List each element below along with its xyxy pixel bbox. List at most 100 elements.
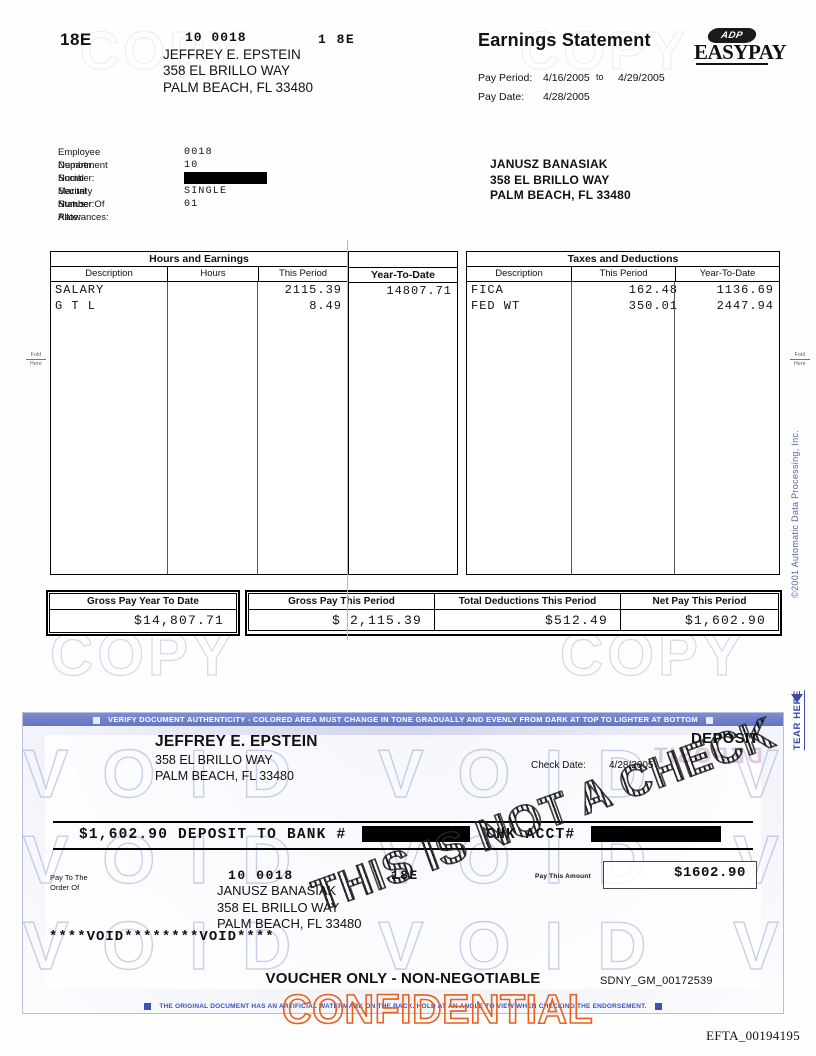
fold-here-marker-right: Fold Here — [788, 352, 812, 367]
deposit-rule-bottom — [53, 848, 753, 850]
column-divider — [674, 282, 675, 574]
tear-here-arrow-icon — [791, 694, 803, 703]
deduction-description: FED WT — [471, 299, 521, 313]
column-divider — [257, 282, 258, 574]
bates-number-top: SDNY_GM_00172539 — [600, 975, 713, 987]
fold-rule — [26, 359, 46, 360]
gross-pay-ytd-inner: Gross Pay Year To Date $14,807.71 — [49, 593, 237, 633]
gross-pay-ytd-summary: Gross Pay Year To Date $14,807.71 — [46, 590, 240, 636]
ytd-title-spacer — [349, 252, 457, 267]
check-payee-address-line1: 358 EL BRILLO WAY — [217, 899, 340, 915]
check-payee-address-line2: PALM BEACH, FL 33480 — [217, 916, 362, 931]
strip-square-icon — [654, 1002, 662, 1010]
total-deductions-value: $512.49 — [544, 613, 608, 628]
col-header-description: Description — [85, 268, 133, 279]
bates-number-bottom: EFTA_00194195 — [706, 1028, 800, 1043]
period-summary-inner: Gross Pay This Period $ 2,115.39 Total D… — [248, 593, 779, 631]
strip-square-icon — [93, 716, 101, 724]
pay-this-amount-box: $1602.90 — [603, 861, 757, 889]
fold-rule — [790, 359, 810, 360]
easypay-logo-text: EASYPAY — [694, 40, 787, 64]
earnings-hours — [171, 298, 266, 314]
payee-name: JEFFREY E. EPSTEIN — [163, 46, 301, 62]
easypay-logo-underline — [696, 63, 768, 65]
employee-address-block: JANUSZ BANASIAK 358 EL BRILLO WAY PALM B… — [490, 157, 631, 204]
earnings-ytd-value — [349, 299, 457, 315]
check-payer-address-line2: PALM BEACH, FL 33480 — [155, 769, 294, 783]
deduction-this-period: 162.48 — [628, 283, 678, 297]
col-header-description: Description — [495, 268, 543, 279]
total-deductions-cell: Total Deductions This Period $512.49 — [434, 594, 620, 630]
department-number-label: Department Number: — [58, 160, 108, 184]
fold-label-line1: Fold — [794, 352, 806, 358]
check-payer-name: JEFFREY E. EPSTEIN — [155, 733, 318, 750]
rate-label: Rate: — [58, 212, 81, 223]
form-code-top-left: 18E — [60, 30, 92, 49]
table-row — [349, 299, 457, 315]
hours-and-earnings-header-row: Description Hours This Period — [51, 267, 347, 282]
bank-number-redaction-bar — [362, 826, 471, 843]
chk-acct-label: CHK ACCT# — [486, 827, 576, 843]
check-voucher: VOID VOID VOID VOIDVOID VOID VOID VOIDVO… — [22, 712, 784, 1014]
deposit-to-bank-text: DEPOSIT TO BANK # — [178, 827, 347, 843]
deduction-ytd: 1136.69 — [716, 283, 774, 297]
employee-number-value: 0018 — [184, 146, 213, 158]
form-code-top-right: 1 8E — [318, 32, 356, 47]
fold-label-line1: Fold — [30, 352, 42, 358]
earnings-this-period: 8.49 — [309, 299, 342, 313]
taxes-and-deductions-title: Taxes and Deductions — [467, 252, 779, 267]
pay-date-value: 4/28/2005 — [543, 91, 590, 103]
hours-and-earnings-table: Hours and Earnings Description Hours Thi… — [50, 251, 348, 575]
employee-number-label: Employee Number: — [58, 147, 101, 171]
pay-date-row: Pay Date: 4/28/2005 — [478, 91, 708, 105]
gross-pay-ytd-value: $14,807.71 — [133, 613, 224, 628]
col-header-this-period: This Period — [258, 267, 347, 281]
deduction-this-period: 350.01 — [628, 299, 678, 313]
check-payee-name: JANUSZ BANASIAK — [217, 883, 337, 898]
voucher-only-notice: VOUCHER ONLY - NON-NEGOTIABLE — [265, 970, 541, 987]
check-payee-ids: 10 0018 — [228, 868, 294, 883]
payee-address-line1: 358 EL BRILLO WAY — [163, 63, 291, 78]
gross-pay-period-label: Gross Pay This Period — [249, 594, 434, 610]
col-header-year-to-date: Year-To-Date — [675, 267, 779, 281]
hours-and-earnings-body: SALARY 2115.39 G T L 8.49 — [51, 282, 347, 574]
check-security-strip-top: VERIFY DOCUMENT AUTHENTICITY - COLORED A… — [23, 713, 783, 726]
column-divider — [167, 282, 168, 574]
marital-status-value: SINGLE — [184, 185, 228, 197]
check-payee-block: JANUSZ BANASIAK 358 EL BRILLO WAY PALM B… — [217, 883, 362, 933]
check-date-value: 4/28/2005 — [609, 760, 654, 771]
adp-easypay-logo: ADP EASYPAY — [694, 28, 787, 68]
statement-payee-block: 10 0018 JEFFREY E. EPSTEIN 358 EL BRILLO… — [163, 30, 313, 96]
hours-and-earnings-title: Hours and Earnings — [51, 252, 347, 267]
page-title: Earnings Statement — [478, 30, 651, 50]
fold-here-marker-left: Fold Here — [24, 352, 48, 367]
strip-top-text: VERIFY DOCUMENT AUTHENTICITY - COLORED A… — [108, 715, 698, 724]
ssn-redaction-bar — [184, 171, 267, 184]
pay-date-label: Pay Date: — [478, 91, 525, 103]
fold-label-line2: Here — [794, 361, 806, 367]
earnings-ytd-column: Year-To-Date 14807.71 — [348, 251, 458, 575]
earnings-this-period: 2115.39 — [284, 283, 342, 297]
total-deductions-label: Total Deductions This Period — [435, 594, 620, 610]
allowances-label: Number Of Allowances: — [58, 199, 109, 223]
table-row: G T L 8.49 — [51, 298, 347, 314]
pay-period-start: 4/16/2005 — [543, 72, 590, 84]
pay-period-row: Pay Period: 4/16/2005 to 4/29/2005 — [478, 72, 708, 86]
check-payer-address: 358 EL BRILLO WAY PALM BEACH, FL 33480 — [155, 752, 294, 784]
void-text-line: ****VOID********VOID**** — [49, 929, 275, 945]
deposit-rule-top — [53, 821, 753, 823]
gross-pay-ytd-label: Gross Pay Year To Date — [50, 594, 236, 610]
table-row: FED WT 350.01 2447.94 — [467, 298, 779, 314]
col-header-year-to-date: Year-To-Date — [349, 267, 457, 283]
col-header-hours: Hours — [167, 267, 258, 281]
deduction-ytd: 2447.94 — [716, 299, 774, 313]
pay-this-amount-label: Pay This Amount — [535, 873, 591, 880]
employee-address-line2: PALM BEACH, FL 33480 — [490, 188, 631, 202]
period-summary-group: Gross Pay This Period $ 2,115.39 Total D… — [245, 590, 782, 636]
department-number-value: 10 — [184, 159, 199, 171]
net-pay-label: Net Pay This Period — [621, 594, 778, 610]
perforation-line — [347, 240, 348, 640]
check-date-label: Check Date: — [531, 760, 587, 771]
pay-to-the-order-of-label: Pay To The Order Of — [50, 873, 88, 892]
